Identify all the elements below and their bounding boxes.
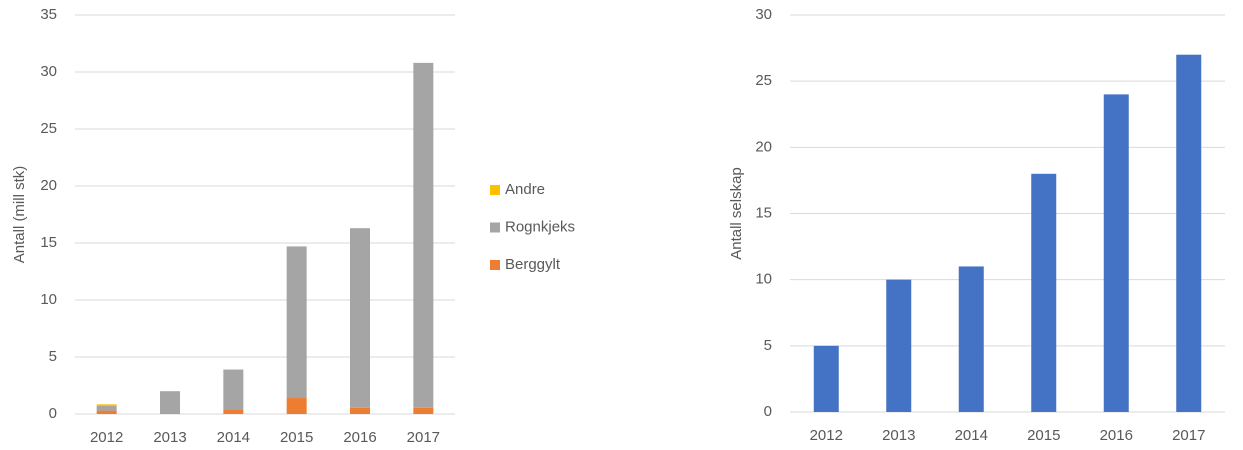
legend-label: Rognkjeks	[505, 218, 575, 235]
x-tick-label: 2015	[280, 429, 313, 446]
bar	[1031, 173, 1057, 412]
y-axis-title: Antall (mill stk)	[11, 166, 28, 264]
bar-segment	[160, 391, 180, 414]
y-tick-label: 5	[49, 348, 57, 365]
y-tick-label: 20	[40, 177, 57, 194]
bar	[1103, 94, 1129, 413]
bar-segment	[350, 228, 370, 408]
y-tick-label: 20	[755, 138, 772, 155]
y-tick-label: 5	[764, 337, 772, 354]
y-tick-label: 10	[40, 291, 57, 308]
y-tick-label: 10	[755, 271, 772, 288]
bar	[1176, 54, 1202, 412]
y-tick-label: 15	[40, 234, 57, 251]
legend-label: Berggylt	[505, 256, 561, 273]
bar-segment	[96, 404, 117, 407]
y-tick-label: 25	[755, 72, 772, 89]
y-tick-label: 30	[40, 63, 57, 80]
y-tick-label: 25	[40, 120, 57, 137]
x-tick-label: 2017	[1172, 427, 1205, 444]
y-tick-label: 35	[40, 6, 57, 23]
x-tick-label: 2012	[810, 427, 843, 444]
y-tick-label: 30	[755, 6, 772, 23]
x-tick-label: 2016	[1100, 427, 1133, 444]
x-tick-label: 2017	[407, 429, 440, 446]
x-tick-label: 2013	[153, 429, 186, 446]
bar	[958, 266, 984, 412]
y-tick-label: 15	[755, 204, 772, 221]
bar-segment	[96, 406, 117, 411]
x-tick-label: 2015	[1027, 427, 1060, 444]
legend-swatch	[490, 222, 500, 233]
y-tick-label: 0	[764, 403, 772, 420]
y-axis-title: Antall selskap	[728, 167, 745, 260]
legend-swatch	[490, 260, 500, 270]
bar-segment	[160, 413, 180, 414]
legend-swatch	[490, 185, 500, 195]
bar-segment	[96, 410, 117, 414]
legend-label: Andre	[505, 181, 545, 198]
x-tick-label: 2013	[882, 427, 915, 444]
bar-segment	[286, 398, 307, 414]
bar-segment	[413, 62, 434, 408]
bar	[813, 345, 839, 412]
bar-segment	[350, 407, 370, 414]
y-tick-label: 0	[49, 405, 57, 422]
bar-segment	[223, 369, 244, 411]
bar	[886, 279, 912, 412]
bar-segment	[413, 407, 434, 414]
x-tick-label: 2016	[343, 429, 376, 446]
bar-segment	[286, 246, 307, 399]
x-tick-label: 2014	[217, 429, 250, 446]
x-tick-label: 2014	[955, 427, 988, 444]
bar-segment	[223, 410, 244, 414]
x-tick-label: 2012	[90, 429, 123, 446]
